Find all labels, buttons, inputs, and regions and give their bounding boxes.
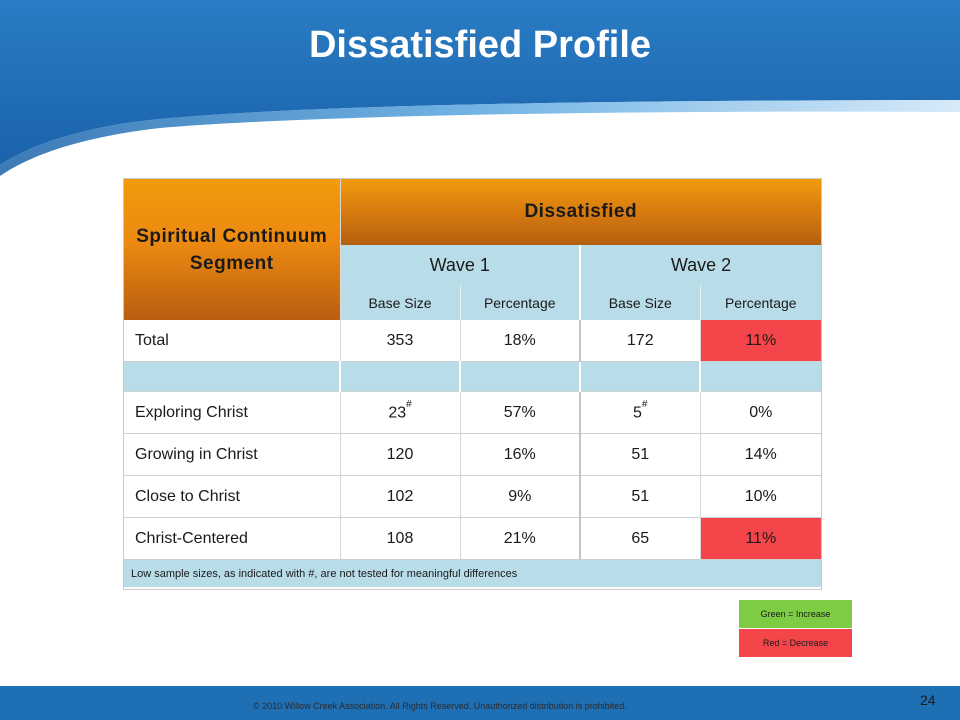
cell-w2-base: 51 xyxy=(580,475,701,518)
cell-w2-pct: 14% xyxy=(700,433,822,476)
legend-increase: Green = Increase xyxy=(739,600,852,628)
table-row: Christ-Centered 108 21% 65 11% xyxy=(124,517,822,560)
segment-header: Spiritual Continuum Segment xyxy=(124,179,341,320)
cell-w1-base: 102 xyxy=(340,475,461,518)
dissatisfied-table: Spiritual Continuum Segment Dissatisfied… xyxy=(123,178,822,590)
cell-w2-base: 5# xyxy=(580,391,701,434)
row-label: Growing in Christ xyxy=(124,433,341,476)
spacer-row xyxy=(124,361,822,392)
cell-w1-base: 108 xyxy=(340,517,461,560)
footer-bar xyxy=(0,686,960,720)
cell-w2-base: 172 xyxy=(580,320,701,362)
subheader-percentage: Percentage xyxy=(460,285,581,320)
base-value: 23 xyxy=(388,404,407,422)
wave-1-header: Wave 1 xyxy=(340,245,581,285)
row-label: Christ-Centered xyxy=(124,517,341,560)
cell-w1-base: 120 xyxy=(340,433,461,476)
cell-w2-pct: 10% xyxy=(700,475,822,518)
cell-w1-pct: 18% xyxy=(460,320,581,362)
row-label: Total xyxy=(124,320,341,362)
table-footnote: Low sample sizes, as indicated with #, a… xyxy=(124,559,822,587)
legend-decrease: Red = Decrease xyxy=(739,629,852,657)
page-number: 24 xyxy=(920,692,936,708)
cell-w1-pct: 9% xyxy=(460,475,581,518)
cell-w1-base: 23# xyxy=(340,391,461,434)
cell-w1-pct: 57% xyxy=(460,391,581,434)
base-value: 5 xyxy=(633,404,642,422)
low-sample-mark: # xyxy=(641,398,648,410)
cell-w1-pct: 16% xyxy=(460,433,581,476)
cell-w1-base: 353 xyxy=(340,320,461,362)
subheader-percentage: Percentage xyxy=(700,285,822,320)
header-banner xyxy=(0,0,960,176)
table-row: Total 353 18% 172 11% xyxy=(124,320,822,362)
table-row: Close to Christ 102 9% 51 10% xyxy=(124,475,822,518)
copyright-notice: © 2010 Willow Creek Association. All Rig… xyxy=(253,701,627,711)
low-sample-mark: # xyxy=(406,398,412,410)
cell-w2-pct-decrease: 11% xyxy=(700,517,822,560)
cell-w2-pct-decrease: 11% xyxy=(700,320,822,362)
group-header: Dissatisfied xyxy=(340,179,822,245)
cell-w2-pct: 0% xyxy=(700,391,822,434)
cell-w2-base: 65 xyxy=(580,517,701,560)
wave-2-header: Wave 2 xyxy=(580,245,822,285)
subheader-base-size: Base Size xyxy=(580,285,701,320)
table-row: Growing in Christ 120 16% 51 14% xyxy=(124,433,822,476)
cell-w2-base: 51 xyxy=(580,433,701,476)
row-label: Exploring Christ xyxy=(124,391,341,434)
slide-title: Dissatisfied Profile xyxy=(308,24,652,66)
row-label: Close to Christ xyxy=(124,475,341,518)
cell-w1-pct: 21% xyxy=(460,517,581,560)
table-row: Exploring Christ 23# 57% 5# 0% xyxy=(124,391,822,434)
subheader-base-size: Base Size xyxy=(340,285,461,320)
